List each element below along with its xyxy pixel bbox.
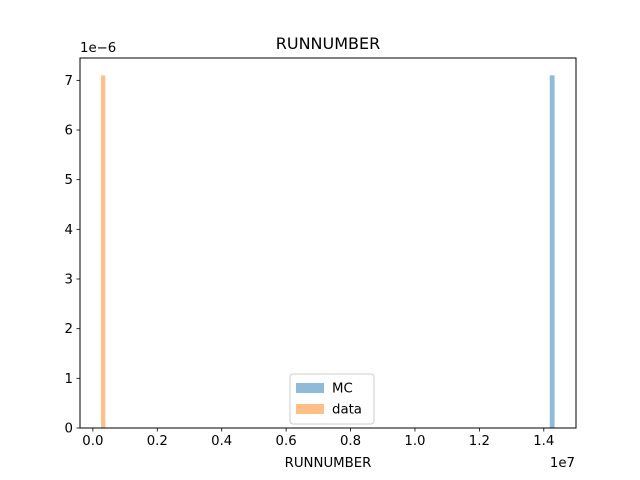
x-tick-label: 0.0 (82, 434, 103, 449)
legend-swatch-data (296, 404, 324, 414)
chart-title: RUNNUMBER (276, 34, 380, 53)
ticks-layer: 0.0 0.2 0.4 0.6 0.8 1.0 1.2 1.4 0 1 2 3 4 5 6 7 (65, 74, 555, 449)
x-tick-label: 0.8 (340, 434, 361, 449)
x-tick-label: 0.4 (211, 434, 232, 449)
x-tick-label: 1.0 (404, 434, 425, 449)
legend: MC data (289, 373, 375, 425)
x-tick-label: 0.6 (276, 434, 297, 449)
y-tick-label: 6 (65, 124, 73, 139)
y-tick-label: 3 (65, 273, 73, 288)
y-tick-label: 4 (65, 223, 73, 238)
y-tick-label: 7 (65, 74, 73, 89)
legend-label-mc: MC (332, 382, 353, 397)
bars-layer (101, 75, 555, 428)
y-offset-label: 1e−6 (80, 41, 116, 56)
y-tick-label: 2 (65, 322, 73, 337)
x-offset-label: 1e7 (550, 456, 575, 471)
y-tick-label: 0 (65, 422, 73, 437)
x-tick-label: 0.2 (147, 434, 168, 449)
y-tick-label: 1 (65, 372, 73, 387)
x-axis-label: RUNNUMBER (285, 456, 372, 471)
legend-label-data: data (332, 403, 362, 418)
plot-frame (79, 57, 577, 429)
bar-data-0 (101, 75, 106, 428)
legend-swatch-mc (296, 383, 324, 393)
x-tick-label: 1.4 (533, 434, 554, 449)
x-tick-label: 1.2 (469, 434, 490, 449)
y-tick-label: 5 (65, 173, 73, 188)
bar-mc-0 (549, 75, 555, 428)
